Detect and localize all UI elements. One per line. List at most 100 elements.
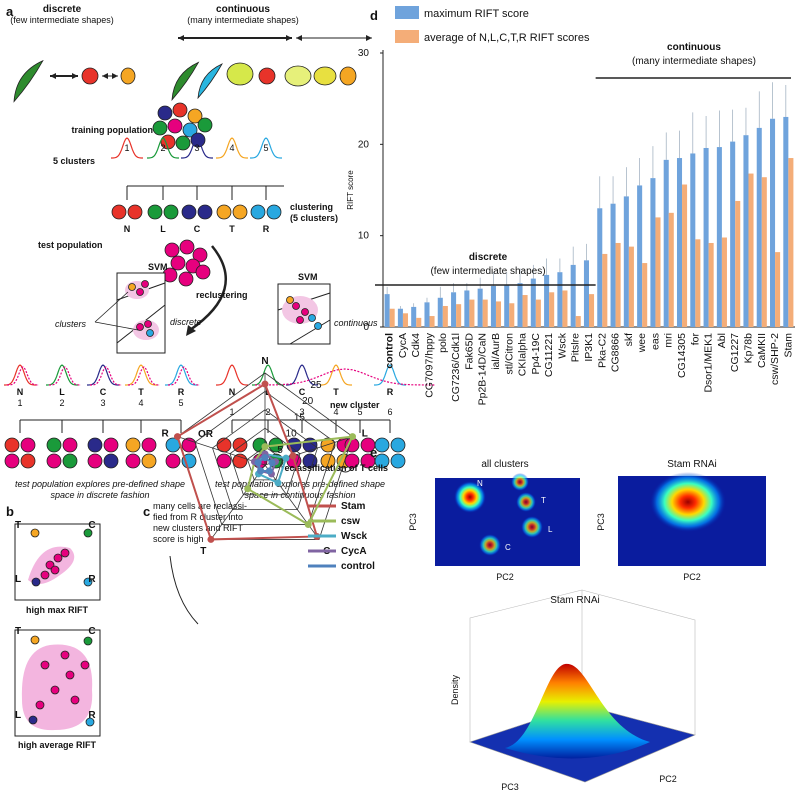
cluster-peak [252,364,284,386]
cluster-peak [125,364,157,386]
point [304,521,312,529]
bar [517,283,523,327]
cell [70,695,80,705]
cell [232,204,248,220]
label: clusters [55,319,87,329]
cluster-number: 1 [229,407,234,417]
cluster-name: C [505,543,511,552]
bar [783,116,789,327]
cell [266,204,282,220]
cluster-peak [7,366,39,386]
arrow [189,245,227,332]
bar [703,147,709,327]
cluster-peak [49,366,81,386]
annotation: continuous [667,42,721,53]
label: (5 clusters) [290,213,338,223]
x-tick-label: Fak65D [463,333,475,370]
cluster-name: C [88,626,95,637]
cluster-peak [87,364,119,386]
cluster-name: L [548,525,553,534]
bar [535,299,541,327]
x-tick-label: Abl [716,333,728,348]
bar [623,196,629,327]
cell [320,437,336,453]
cell [216,204,232,220]
x-tick-label: control [384,333,396,369]
decorations [4,35,766,783]
bar [655,217,661,327]
legend-swatch [395,30,419,43]
heatmap-title: Stam RNAi [667,459,716,470]
cluster-peak [181,137,213,159]
bar [637,185,643,327]
bar [429,316,435,327]
density-blob [521,516,543,538]
annotation: fied from R cluster into [153,512,243,522]
panel-label: b [6,504,14,519]
cluster-name: T [15,520,21,531]
label: training population [72,125,154,135]
y-tick-label: 0 [363,322,369,333]
x-tick-label: CycA [397,333,409,358]
cell [164,242,180,258]
spoke [210,464,266,540]
cluster-name: R [88,574,96,585]
cluster-number: 4 [333,407,338,417]
bar [690,153,696,327]
cluster-number: 5 [178,398,183,408]
y-tick-label: 20 [358,139,370,150]
axis-label: L [362,429,368,440]
cell [4,453,20,469]
cell [292,302,300,310]
cluster-number: 3 [100,398,105,408]
cluster-name: T [15,626,21,637]
cell [87,453,103,469]
cell [62,437,78,453]
cell [197,204,213,220]
axis-label: T [200,546,206,557]
cell-shape [13,59,44,103]
cluster-name: R [178,387,185,397]
bar [708,242,714,327]
cell-shape [120,67,136,85]
caption: test population explores pre-defined sha… [215,479,385,489]
cluster-peak [168,366,200,386]
cluster-name: L [160,224,166,234]
cell-shape [339,66,357,86]
label: new cluster [330,400,380,410]
cluster-peak [216,364,248,386]
bar [615,242,621,327]
cell [65,670,75,680]
cluster-number: 6 [387,407,392,417]
cluster-number: 1 [124,143,129,153]
cell [53,553,63,563]
axis-label: PC3 [408,513,418,531]
cluster-name: R [263,224,270,234]
cluster-peak [90,366,122,386]
bar [477,288,483,327]
x-tick-label: Cdk4 [410,333,422,358]
cell [192,247,208,263]
x-tick-label: Kp78b [742,333,754,364]
density-blob [454,481,486,513]
x-tick-label: skf [623,333,635,347]
cluster-name: N [124,224,131,234]
cell [50,685,60,695]
cell [165,453,181,469]
label: clustering [290,202,333,212]
bar [495,301,502,327]
label: reclassification of T cells [281,463,388,473]
bar [549,292,555,327]
cell [179,239,195,255]
annotation: new clusters and RIFT [153,523,244,533]
cell [390,437,406,453]
subheading: (many intermediate shapes) [187,15,299,25]
point [348,433,356,441]
cell [314,322,322,330]
cell [301,308,309,316]
annotation: discrete [469,252,508,263]
cell [390,453,406,469]
y-axis-label: RIFT score [346,170,355,210]
x-tick-label: IP3K1 [583,333,595,362]
bar [402,313,408,327]
